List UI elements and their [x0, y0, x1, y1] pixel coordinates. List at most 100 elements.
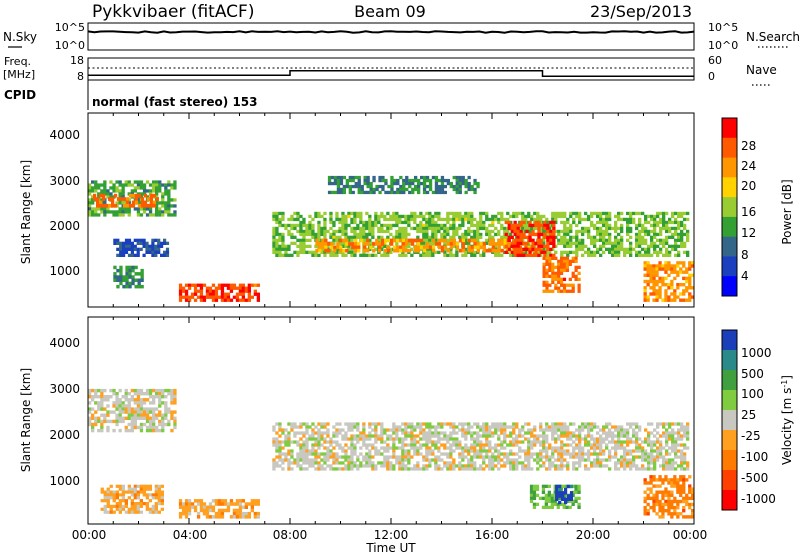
power-cell-5	[404, 253, 408, 257]
velocity-cell-3	[362, 458, 366, 462]
power-cell-5	[632, 211, 636, 216]
velocity-cell-3	[317, 434, 321, 438]
velocity-cell-3	[608, 467, 612, 471]
velocity-cell-3	[401, 452, 405, 456]
velocity-cell-6	[655, 512, 659, 516]
power-cell-5	[353, 229, 357, 234]
velocity-cell-3	[413, 440, 417, 444]
velocity-cell-2	[187, 499, 192, 503]
velocity-cell-3	[338, 455, 342, 459]
velocity-cell-3	[458, 422, 462, 426]
power-cell-7	[552, 223, 556, 228]
velocity-cell-2	[208, 505, 213, 509]
power-cell-6	[399, 245, 403, 250]
velocity-cell-3	[467, 449, 471, 453]
power-cell-8	[327, 175, 332, 180]
power-cell-0	[139, 186, 144, 190]
power-cell-8	[408, 181, 412, 186]
power-cell-5	[431, 214, 435, 219]
power-cell-5	[590, 253, 594, 257]
velocity-cell-3	[527, 467, 531, 471]
power-cell-8	[345, 184, 349, 189]
power-cell-10	[688, 273, 692, 277]
power-cell-5	[335, 211, 339, 216]
velocity-cell-3	[359, 461, 363, 465]
power-cell-9	[551, 271, 555, 275]
velocity-cell-3	[617, 443, 621, 447]
power-cell-5	[569, 229, 573, 234]
power-cell-7	[510, 229, 514, 234]
power-cell-5	[359, 232, 363, 237]
power-cell-5	[428, 217, 432, 222]
velocity-cell-3	[401, 440, 405, 444]
power-cell-10	[658, 286, 662, 290]
power-cell-10	[691, 286, 695, 290]
power-cell-5	[464, 217, 468, 222]
velocity-cell-3	[416, 452, 420, 456]
velocity-cell-1	[133, 507, 137, 511]
power-cell-5	[482, 223, 486, 228]
velocity-cell-3	[581, 458, 585, 462]
power-cell-5	[668, 220, 672, 225]
velocity-cell-0	[173, 419, 177, 424]
power-cell-5	[398, 235, 402, 239]
velocity-cell-3	[407, 458, 411, 462]
power-cell-8	[440, 190, 445, 195]
power-cell-8	[434, 184, 439, 189]
power-cell-2	[116, 253, 120, 257]
velocity-cell-3	[641, 446, 645, 450]
power-cell-9	[545, 283, 549, 287]
power-cell-5	[527, 241, 531, 245]
velocity-cell-3	[314, 437, 318, 441]
power-cell-7	[522, 241, 526, 245]
velocity-cell-3	[629, 422, 633, 426]
power-cell-5	[308, 244, 312, 248]
power-cell-6	[461, 245, 466, 250]
power-cell-5	[578, 217, 582, 222]
power-cell-5	[353, 226, 357, 231]
power-cell-5	[680, 220, 684, 225]
velocity-cell-0	[142, 416, 147, 420]
power-cell-10	[664, 295, 668, 299]
velocity-cell-3	[629, 440, 633, 444]
power-cell-5	[599, 232, 603, 237]
power-cell-5	[329, 250, 333, 254]
power-cell-4	[205, 295, 210, 299]
power-cell-5	[629, 214, 633, 219]
velocity-cell-0	[164, 401, 168, 405]
power-cell-8	[333, 181, 338, 186]
velocity-cell-3	[461, 452, 465, 456]
power-cell-2	[151, 250, 155, 254]
power-cell-4	[181, 289, 186, 293]
velocity-cell-3	[509, 449, 513, 453]
power-cell-5	[374, 247, 378, 251]
velocity-cell-3	[578, 446, 582, 450]
velocity-cell-3	[539, 452, 543, 456]
velocity-cell-3	[662, 458, 666, 462]
power-cell-5	[431, 217, 435, 222]
velocity-cell-3	[599, 461, 603, 465]
power-cell-5	[683, 226, 687, 231]
velocity-cell-0	[161, 413, 165, 417]
velocity-cell-3	[362, 422, 366, 426]
power-cell-5	[641, 247, 645, 251]
velocity-cell-3	[311, 458, 315, 462]
power-cell-5	[383, 241, 387, 245]
velocity-cell-3	[365, 443, 369, 447]
power-cell-5	[566, 238, 570, 242]
power-cell-0	[161, 192, 165, 196]
velocity-cell-3	[368, 461, 372, 465]
power-cell-8	[411, 181, 415, 186]
velocity-cell-3	[605, 446, 609, 450]
power-cell-8	[336, 190, 341, 195]
power-cell-4	[184, 283, 189, 287]
power-cell-5	[476, 226, 480, 231]
velocity-cell-0	[145, 425, 150, 430]
power-cell-5	[653, 250, 657, 254]
power-cell-5	[680, 235, 684, 239]
power-cell-5	[569, 226, 573, 231]
power-cell-5	[572, 250, 576, 254]
velocity-cell-0	[100, 392, 104, 396]
power-cell-5	[290, 241, 294, 245]
power-cell-5	[434, 238, 438, 242]
